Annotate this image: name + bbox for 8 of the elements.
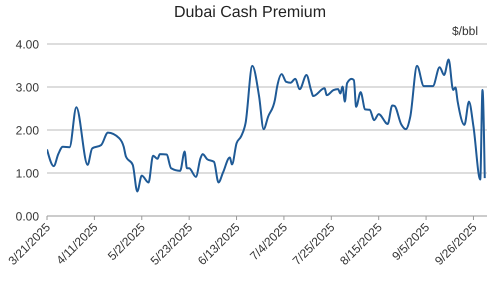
y-tick-label: 1.00 <box>16 166 40 180</box>
y-tick-label: 0.00 <box>16 209 40 224</box>
y-tick-label: 3.00 <box>16 80 40 94</box>
y-tick-label: 4.00 <box>16 37 40 52</box>
y-tick-label: 2.00 <box>16 123 40 138</box>
line-series <box>47 58 486 192</box>
chart-title: Dubai Cash Premium <box>172 4 328 22</box>
y-axis-title: $/bbl <box>452 24 478 38</box>
